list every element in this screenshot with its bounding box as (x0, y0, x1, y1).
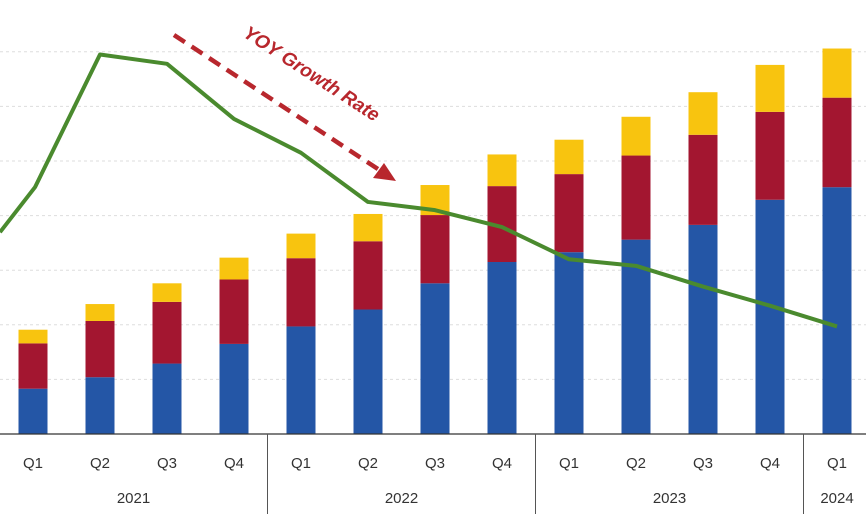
bar-segment-0 (353, 309, 383, 434)
x-tick-label: Q4 (760, 455, 780, 472)
bar-segment-1 (18, 343, 48, 389)
bar-segment-2 (219, 257, 249, 280)
x-tick-label: Q4 (224, 455, 244, 472)
bar-segment-1 (688, 134, 718, 225)
bar-segment-2 (554, 139, 584, 175)
x-group-label: 2024 (820, 490, 853, 507)
bar-segment-2 (822, 48, 852, 98)
bar-segment-1 (621, 155, 651, 240)
bar-segment-0 (621, 239, 651, 434)
bar-segment-2 (621, 116, 651, 156)
x-tick-label: Q3 (693, 455, 713, 472)
bar-segment-0 (18, 388, 48, 434)
bar-segment-2 (18, 329, 48, 344)
annotation-arrowhead (373, 163, 396, 181)
x-group-label: 2021 (117, 490, 150, 507)
x-tick-label: Q2 (626, 455, 646, 472)
bar-segment-0 (219, 343, 249, 434)
bar-segment-2 (353, 213, 383, 242)
bar-segment-1 (219, 279, 249, 344)
bar-segment-2 (152, 283, 182, 302)
x-tick-label: Q1 (559, 455, 579, 472)
x-tick-label: Q3 (425, 455, 445, 472)
yoy-annotation: YOY Growth Rate (172, 23, 396, 181)
bar-segment-1 (85, 320, 115, 378)
bar-segment-1 (420, 215, 450, 284)
bar-segment-1 (286, 258, 316, 327)
bar-segment-0 (85, 377, 115, 434)
growth-line-path (0, 52, 838, 329)
bar-segment-2 (755, 64, 785, 112)
bar-segment-0 (755, 199, 785, 434)
x-tick-label: Q1 (23, 455, 43, 472)
bar-segment-2 (286, 233, 316, 259)
bar-segment-0 (688, 224, 718, 434)
bar-segment-2 (487, 154, 517, 187)
x-tick-label: Q1 (291, 455, 311, 472)
growth-line (0, 52, 838, 329)
bar-segment-0 (286, 326, 316, 434)
x-axis: Q1 Q2 Q3 Q4 Q1 Q2 Q3 Q4 Q1 Q2 Q3 Q4 Q1 2021 2022 2023 20… (0, 433, 866, 514)
bar-segment-1 (755, 111, 785, 200)
bar-segment-0 (487, 262, 517, 434)
x-tick-label: Q2 (90, 455, 110, 472)
bar-segment-1 (554, 174, 584, 253)
x-tick-label: Q2 (358, 455, 378, 472)
bar-segment-0 (420, 283, 450, 434)
x-tick-label: Q4 (492, 455, 512, 472)
bar-segment-2 (688, 92, 718, 135)
bar-segment-1 (152, 301, 182, 364)
x-tick-label: Q3 (157, 455, 177, 472)
bar-segment-1 (822, 97, 852, 188)
bar-segment-0 (554, 252, 584, 434)
bar-segment-2 (85, 304, 115, 321)
x-tick-label: Q1 (827, 455, 847, 472)
annotation-text: YOY Growth Rate (239, 23, 383, 127)
x-group-label: 2023 (653, 490, 686, 507)
bar-series (18, 48, 852, 434)
bar-segment-0 (152, 363, 182, 434)
bar-segment-0 (822, 187, 852, 434)
bar-segment-1 (353, 241, 383, 310)
x-group-label: 2022 (385, 490, 418, 507)
